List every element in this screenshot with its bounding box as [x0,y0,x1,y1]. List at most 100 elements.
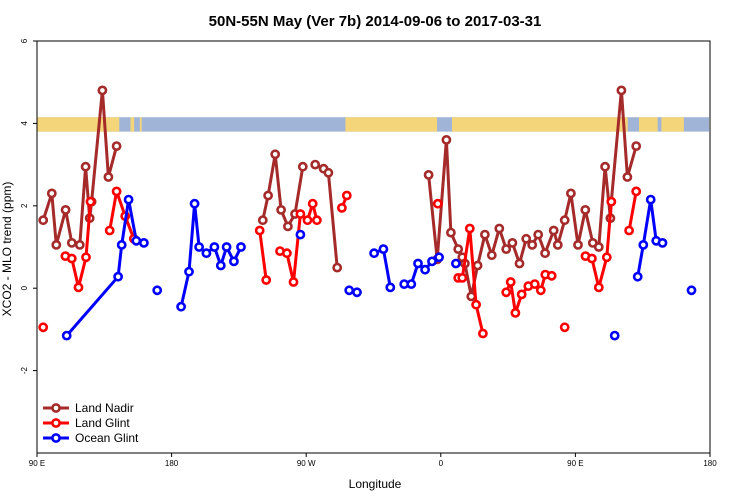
land-glint-point [302,215,313,226]
y-tick-label: 2 [20,203,29,208]
ocean-glint-point [61,330,72,341]
land-nadir-point [514,258,525,269]
land-glint-point [111,186,122,197]
legend-label: Ocean Glint [75,431,139,445]
chart-title: 50N-55N May (Ver 7b) 2014-09-06 to 2017-… [209,13,542,30]
land-nadir-point [80,161,91,172]
land-band-segment [130,117,135,132]
ocean-glint-point [369,248,379,259]
ocean-glint-line [65,198,145,337]
land-glint-point [336,202,347,213]
land-glint-point [73,282,84,293]
land-glint-point [261,275,272,285]
legend-marker [51,403,61,413]
ocean-glint-point [131,235,142,246]
land-nadir-point [445,227,456,238]
legend-item-ocean-glint: Ocean Glint [43,431,139,445]
ocean-glint-point [427,256,437,267]
land-nadir-point [60,204,71,215]
ocean-glint-point [632,271,643,282]
land-band-segment [345,117,438,132]
series-ocean-glint [61,194,697,341]
x-tick-label: 90 E [567,459,583,468]
land-nadir-point [472,260,483,271]
land-nadir-point [533,229,544,240]
land-glint-point [501,287,512,298]
land-nadir-point [507,237,518,248]
ocean-glint-point [209,242,220,252]
land-nadir-point [441,134,452,145]
ocean-glint-point [657,237,668,248]
plot-frame [36,40,711,454]
land-nadir-line [41,88,119,247]
land-nadir-point [622,172,633,182]
ocean-glint-point [385,282,396,293]
land-nadir-point [66,237,77,248]
ocean-glint-line [179,202,243,308]
legend-label: Land Nadir [75,401,134,415]
ocean-glint-point [189,198,200,209]
land-nadir-point [74,239,85,250]
x-tick-label: 180 [165,459,179,468]
land-band-segment [638,117,658,132]
land-glint-point [529,279,540,289]
land-glint-point [281,248,292,259]
x-tick-label: 180 [703,459,717,468]
land-nadir-point [527,239,538,250]
ocean-glint-point [413,258,423,269]
ocean-glint-point [686,285,697,296]
land-glint-line [108,189,136,240]
y-tick-label: 0 [20,285,29,290]
land-nadir-point [97,85,108,96]
legend-item-land-nadir: Land Nadir [43,401,134,415]
ocean-glint-point [113,271,123,282]
land-nadir-point [521,233,532,244]
land-nadir-point [559,215,570,226]
land-glint-point [559,322,570,333]
ocean-glint-point [221,242,232,252]
y-tick-label: -2 [20,366,29,374]
land-glint-point [254,225,265,236]
y-tick-label: 4 [20,121,29,126]
ocean-glint-point [645,194,656,205]
land-nadir-point [593,242,604,252]
land-nadir-point [552,239,563,250]
land-band-segment [139,117,142,132]
land-nadir-point [332,262,343,273]
ocean-glint-point [236,242,246,252]
land-glint-point [464,223,475,234]
land-band-segment [452,117,628,132]
land-nadir-point [276,204,286,215]
land-glint-point [457,272,468,283]
land-glint-point [66,253,77,264]
land-glint-point [477,328,488,339]
ocean-glint-point [138,237,149,248]
ocean-glint-point [295,229,306,240]
land-glint-point [593,282,604,293]
land-nadir-point [453,244,464,254]
land-nadir-point [310,159,321,170]
ocean-glint-point [123,194,134,205]
ocean-glint-point [420,264,430,275]
land-nadir-point [257,215,268,226]
land-glint-point [81,252,91,263]
ocean-glint-point [434,252,444,263]
ocean-glint-point [406,279,417,289]
land-ocean-band [37,117,709,132]
land-nadir-point [51,239,62,250]
ocean-glint-point [201,248,212,259]
ocean-glint-point [352,287,362,298]
land-glint-point [587,253,597,264]
land-nadir-point [580,204,591,215]
land-nadir-point [46,188,57,199]
ocean-glint-point [378,244,389,254]
land-band-segment [661,117,684,132]
x-tick-label: 90 E [29,459,45,468]
legend-item-land-glint: Land Glint [43,416,130,430]
land-glint-point [471,299,481,310]
y-axis-label: XCO2 - MLO trend (ppm) [0,182,14,317]
legend-marker [51,433,61,443]
land-nadir-point [38,215,49,226]
land-nadir-point [616,85,627,96]
